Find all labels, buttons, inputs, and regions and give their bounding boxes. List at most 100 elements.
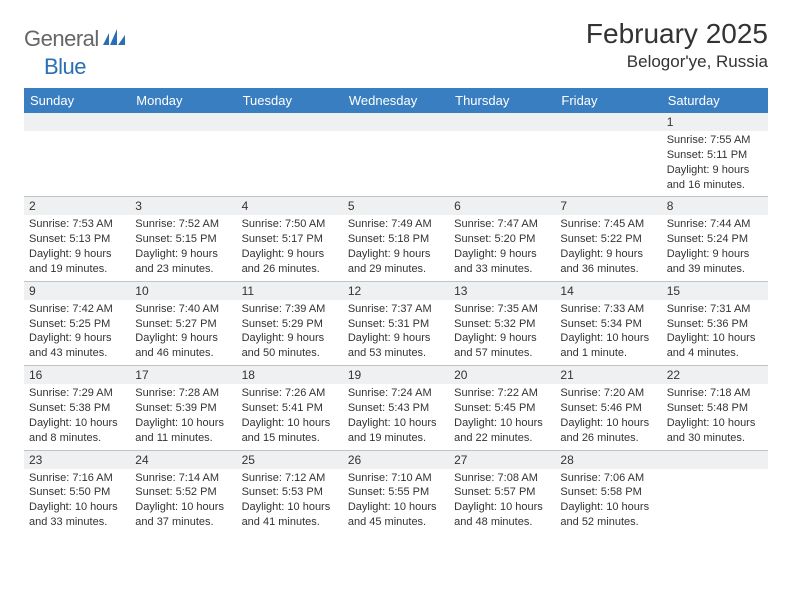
sunrise-line: Sunrise: 7:50 AM [242,217,338,232]
daylight-line: Daylight: 10 hours and 41 minutes. [242,500,338,530]
calendar-table: SundayMondayTuesdayWednesdayThursdayFrid… [24,88,768,534]
sunrise-line: Sunrise: 7:12 AM [242,471,338,486]
calendar-page: General February 2025 Belogor'ye, Russia… [0,0,792,534]
calendar-day-cell: 22Sunrise: 7:18 AMSunset: 5:48 PMDayligh… [662,366,768,450]
day-details: Sunrise: 7:47 AMSunset: 5:20 PMDaylight:… [449,215,555,280]
brand-logo: General [24,18,127,52]
logo-word-1: General [24,26,99,52]
day-details: Sunrise: 7:53 AMSunset: 5:13 PMDaylight:… [24,215,130,280]
day-details [662,469,768,475]
calendar-day-cell: 26Sunrise: 7:10 AMSunset: 5:55 PMDayligh… [343,450,449,534]
sunset-line: Sunset: 5:17 PM [242,232,338,247]
day-details: Sunrise: 7:28 AMSunset: 5:39 PMDaylight:… [130,384,236,449]
day-details: Sunrise: 7:39 AMSunset: 5:29 PMDaylight:… [237,300,343,365]
logo-chart-icon [103,29,125,50]
day-number [343,113,449,131]
day-number: 26 [343,451,449,469]
calendar-day-cell: 7Sunrise: 7:45 AMSunset: 5:22 PMDaylight… [555,197,661,281]
calendar-day-cell: 20Sunrise: 7:22 AMSunset: 5:45 PMDayligh… [449,366,555,450]
sunrise-line: Sunrise: 7:49 AM [348,217,444,232]
calendar-body: 1Sunrise: 7:55 AMSunset: 5:11 PMDaylight… [24,113,768,534]
calendar-day-cell [237,113,343,197]
day-details [449,131,555,137]
sunset-line: Sunset: 5:15 PM [135,232,231,247]
sunrise-line: Sunrise: 7:06 AM [560,471,656,486]
calendar-day-cell: 18 Sunrise: 7:26 AMSunset: 5:41 PMDayligh… [237,366,343,450]
sunrise-line: Sunrise: 7:24 AM [348,386,444,401]
sunset-line: Sunset: 5:43 PM [348,401,444,416]
day-number: 7 [555,197,661,215]
day-number: 1 [662,113,768,131]
sunset-line: Sunset: 5:48 PM [667,401,763,416]
daylight-line: Daylight: 10 hours and 26 minutes. [560,416,656,446]
daylight-line: Daylight: 10 hours and 8 minutes. [29,416,125,446]
day-number: 14 [555,282,661,300]
day-number: 21 [555,366,661,384]
sunrise-line: Sunrise: 7:31 AM [667,302,763,317]
daylight-line: Daylight: 9 hours and 19 minutes. [29,247,125,277]
day-details: Sunrise: 7:24 AMSunset: 5:43 PMDaylight:… [343,384,449,449]
sunrise-line: Sunrise: 7:18 AM [667,386,763,401]
day-number: 13 [449,282,555,300]
day-details: Sunrise: 7:49 AMSunset: 5:18 PMDaylight:… [343,215,449,280]
sunset-line: Sunset: 5:29 PM [242,317,338,332]
daylight-line: Daylight: 9 hours and 53 minutes. [348,331,444,361]
day-details: Sunrise: 7:35 AMSunset: 5:32 PMDaylight:… [449,300,555,365]
daylight-line: Daylight: 9 hours and 43 minutes. [29,331,125,361]
day-details [24,131,130,137]
calendar-week-row: 23Sunrise: 7:16 AMSunset: 5:50 PMDayligh… [24,450,768,534]
weekday-header: Monday [130,88,236,113]
sunset-line: Sunset: 5:13 PM [29,232,125,247]
day-number: 22 [662,366,768,384]
sunrise-line: Sunrise: 7:29 AM [29,386,125,401]
daylight-line: Daylight: 10 hours and 22 minutes. [454,416,550,446]
day-number: 12 [343,282,449,300]
day-details: Sunrise: 7:33 AMSunset: 5:34 PMDaylight:… [555,300,661,365]
calendar-day-cell: 9Sunrise: 7:42 AMSunset: 5:25 PMDaylight… [24,281,130,365]
daylight-line: Daylight: 9 hours and 16 minutes. [667,163,763,193]
day-number: 25 [237,451,343,469]
sunrise-line: Sunrise: 7:39 AM [242,302,338,317]
daylight-line: Daylight: 9 hours and 26 minutes. [242,247,338,277]
day-number: 10 [130,282,236,300]
calendar-day-cell: 28Sunrise: 7:06 AMSunset: 5:58 PMDayligh… [555,450,661,534]
sunset-line: Sunset: 5:22 PM [560,232,656,247]
sunrise-line: Sunrise: 7:20 AM [560,386,656,401]
daylight-line: Daylight: 10 hours and 15 minutes. [242,416,338,446]
sunset-line: Sunset: 5:41 PM [242,401,338,416]
sunset-line: Sunset: 5:36 PM [667,317,763,332]
calendar-day-cell: 19Sunrise: 7:24 AMSunset: 5:43 PMDayligh… [343,366,449,450]
daylight-line: Daylight: 9 hours and 29 minutes. [348,247,444,277]
daylight-line: Daylight: 10 hours and 11 minutes. [135,416,231,446]
sunset-line: Sunset: 5:38 PM [29,401,125,416]
day-details: Sunrise: 7:37 AMSunset: 5:31 PMDaylight:… [343,300,449,365]
calendar-day-cell: 17Sunrise: 7:28 AMSunset: 5:39 PMDayligh… [130,366,236,450]
day-details: Sunrise: 7:18 AMSunset: 5:48 PMDaylight:… [662,384,768,449]
daylight-line: Daylight: 9 hours and 46 minutes. [135,331,231,361]
sunset-line: Sunset: 5:55 PM [348,485,444,500]
calendar-day-cell: 1Sunrise: 7:55 AMSunset: 5:11 PMDaylight… [662,113,768,197]
day-number [237,113,343,131]
calendar-day-cell [449,113,555,197]
calendar-week-row: 16Sunrise: 7:29 AMSunset: 5:38 PMDayligh… [24,366,768,450]
weekday-header: Tuesday [237,88,343,113]
calendar-day-cell: 11Sunrise: 7:39 AMSunset: 5:29 PMDayligh… [237,281,343,365]
daylight-line: Daylight: 10 hours and 30 minutes. [667,416,763,446]
day-number: 27 [449,451,555,469]
calendar-week-row: 9Sunrise: 7:42 AMSunset: 5:25 PMDaylight… [24,281,768,365]
day-details [555,131,661,137]
day-number: 6 [449,197,555,215]
day-number: 18 [237,366,343,384]
sunrise-line: Sunrise: 7:26 AM [242,386,338,401]
calendar-day-cell: 15Sunrise: 7:31 AMSunset: 5:36 PMDayligh… [662,281,768,365]
day-number: 4 [237,197,343,215]
weekday-header: Sunday [24,88,130,113]
day-number: 3 [130,197,236,215]
sunset-line: Sunset: 5:46 PM [560,401,656,416]
daylight-line: Daylight: 10 hours and 48 minutes. [454,500,550,530]
day-details: Sunrise: 7:52 AMSunset: 5:15 PMDaylight:… [130,215,236,280]
calendar-day-cell: 2Sunrise: 7:53 AMSunset: 5:13 PMDaylight… [24,197,130,281]
weekday-header: Thursday [449,88,555,113]
day-number: 16 [24,366,130,384]
day-details: Sunrise: 7:45 AMSunset: 5:22 PMDaylight:… [555,215,661,280]
